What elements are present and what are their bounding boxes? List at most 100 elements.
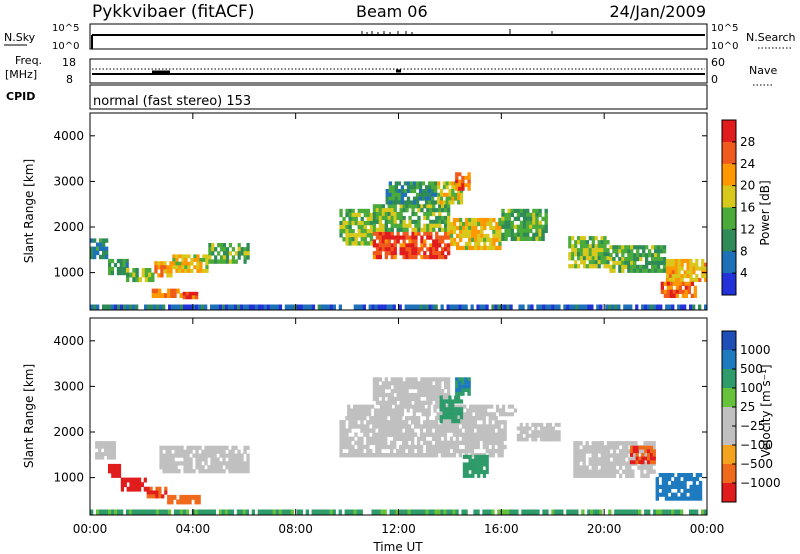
power-cell xyxy=(477,229,481,235)
velocity-cell xyxy=(422,509,426,516)
velocity-cell xyxy=(210,469,214,474)
velocity-cell xyxy=(179,509,184,516)
power-cell xyxy=(522,236,527,241)
power-cell xyxy=(456,217,460,223)
velocity-cell xyxy=(519,433,523,438)
power-cell xyxy=(618,245,622,250)
velocity-cell xyxy=(185,494,189,500)
power-cell xyxy=(257,304,262,311)
velocity-cell xyxy=(631,457,635,462)
power-cell xyxy=(477,241,481,247)
power-cell xyxy=(441,204,445,209)
velocity-cell xyxy=(664,488,669,493)
velocity-cell xyxy=(393,416,397,421)
power-cell xyxy=(123,304,127,311)
velocity-cell xyxy=(692,488,696,493)
velocity-cell xyxy=(192,445,196,450)
velocity-cell xyxy=(594,453,598,458)
power-cell xyxy=(684,293,688,298)
power-cell xyxy=(470,304,474,311)
power-cell xyxy=(597,264,601,269)
power-cell xyxy=(345,241,349,246)
power-cell xyxy=(568,252,572,257)
power-cell xyxy=(399,219,403,224)
velocity-cell xyxy=(619,457,623,462)
power-cell xyxy=(243,251,247,256)
power-cell xyxy=(360,225,364,230)
velocity-cell xyxy=(674,484,678,489)
velocity-cell xyxy=(422,440,427,446)
power-cell xyxy=(435,239,439,244)
velocity-cell xyxy=(353,404,357,409)
power-cell xyxy=(704,266,708,271)
velocity-cell xyxy=(167,509,172,516)
velocity-cell xyxy=(225,461,229,466)
velocity-cell xyxy=(585,469,589,474)
velocity-cell xyxy=(396,385,400,390)
power-cell xyxy=(668,258,672,263)
power-cell xyxy=(412,200,417,205)
velocity-cell xyxy=(429,392,433,398)
velocity-cell xyxy=(488,420,492,425)
power-cell xyxy=(574,248,578,253)
velocity-cell xyxy=(445,407,449,412)
velocity-cell xyxy=(237,469,241,474)
power-cell xyxy=(339,233,343,238)
power-cell xyxy=(695,258,699,263)
velocity-colorbar-segment xyxy=(722,350,736,370)
power-cell xyxy=(381,247,385,252)
velocity-cell xyxy=(443,444,448,450)
velocity-cell xyxy=(671,480,675,486)
power-cell xyxy=(611,304,615,311)
power-cell xyxy=(444,255,448,260)
velocity-cell xyxy=(375,420,379,425)
power-cell xyxy=(621,268,625,273)
power-cell xyxy=(372,231,377,236)
power-cell xyxy=(393,223,397,228)
power-cell xyxy=(208,243,212,248)
velocity-cell xyxy=(218,509,223,516)
power-cell xyxy=(119,262,123,268)
power-cell xyxy=(393,251,397,256)
power-cell xyxy=(465,225,469,231)
power-cell xyxy=(538,224,542,229)
power-cell xyxy=(680,277,684,282)
velocity-cell xyxy=(388,408,393,413)
velocity-cell xyxy=(446,420,451,425)
velocity-cell xyxy=(385,412,390,417)
velocity-cell xyxy=(653,509,657,516)
velocity-cell xyxy=(632,509,636,516)
velocity-cell xyxy=(457,411,461,416)
power-cell xyxy=(181,269,185,273)
power-cell xyxy=(428,189,432,194)
velocity-cell xyxy=(437,509,441,516)
power-cell xyxy=(527,304,531,311)
power-ytick-label: 2000 xyxy=(53,220,84,234)
velocity-cell xyxy=(174,469,178,474)
velocity-cell xyxy=(390,432,394,437)
velocity-cell xyxy=(353,412,357,417)
velocity-cell xyxy=(240,469,244,474)
velocity-cell xyxy=(470,448,474,454)
power-cell xyxy=(544,228,548,233)
power-cell xyxy=(442,200,446,205)
power-cell xyxy=(666,285,670,290)
velocity-cell xyxy=(414,432,418,437)
power-cell xyxy=(421,181,426,186)
velocity-cell xyxy=(393,389,397,394)
velocity-cell xyxy=(183,449,187,454)
velocity-cell xyxy=(155,494,159,499)
velocity-cell xyxy=(490,412,494,417)
power-cell xyxy=(467,186,471,191)
velocity-cell xyxy=(594,457,598,462)
power-cell xyxy=(173,293,177,298)
velocity-cell xyxy=(477,454,481,459)
power-cell xyxy=(372,215,377,221)
velocity-cell xyxy=(644,445,648,450)
velocity-cell xyxy=(661,484,666,489)
power-cell xyxy=(452,229,457,235)
velocity-cell xyxy=(164,486,168,491)
velocity-cell xyxy=(384,392,388,398)
velocity-cell xyxy=(500,444,504,450)
power-cell xyxy=(187,261,191,266)
